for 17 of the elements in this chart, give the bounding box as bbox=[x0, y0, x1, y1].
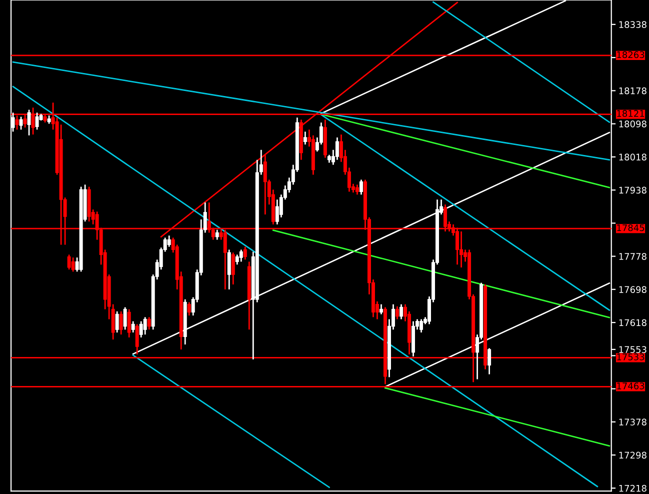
y-tick-label: 17378 bbox=[619, 418, 646, 426]
y-tick-label: 18018 bbox=[619, 154, 646, 160]
y-tick-label: 17553 bbox=[619, 346, 646, 353]
ref-line-label: 17533 bbox=[617, 354, 644, 360]
y-tick-label: 18338 bbox=[619, 21, 646, 28]
ref-line-label: 18263 bbox=[617, 51, 644, 58]
y-tick-label: 17618 bbox=[619, 319, 646, 326]
y-tick-label: 18178 bbox=[619, 87, 646, 94]
y-tick-label: 17218 bbox=[619, 484, 646, 492]
y-tick-label: 17698 bbox=[619, 286, 646, 293]
y-tick-label: 17778 bbox=[619, 253, 646, 260]
y-tick-label: 17938 bbox=[619, 186, 646, 194]
ref-line-label: 17845 bbox=[617, 224, 644, 232]
ref-line-label: 18121 bbox=[617, 110, 644, 117]
y-tick-label: 18098 bbox=[619, 120, 646, 128]
ref-line-label: 17463 bbox=[617, 382, 644, 390]
y-tick-label: 17298 bbox=[619, 452, 646, 459]
